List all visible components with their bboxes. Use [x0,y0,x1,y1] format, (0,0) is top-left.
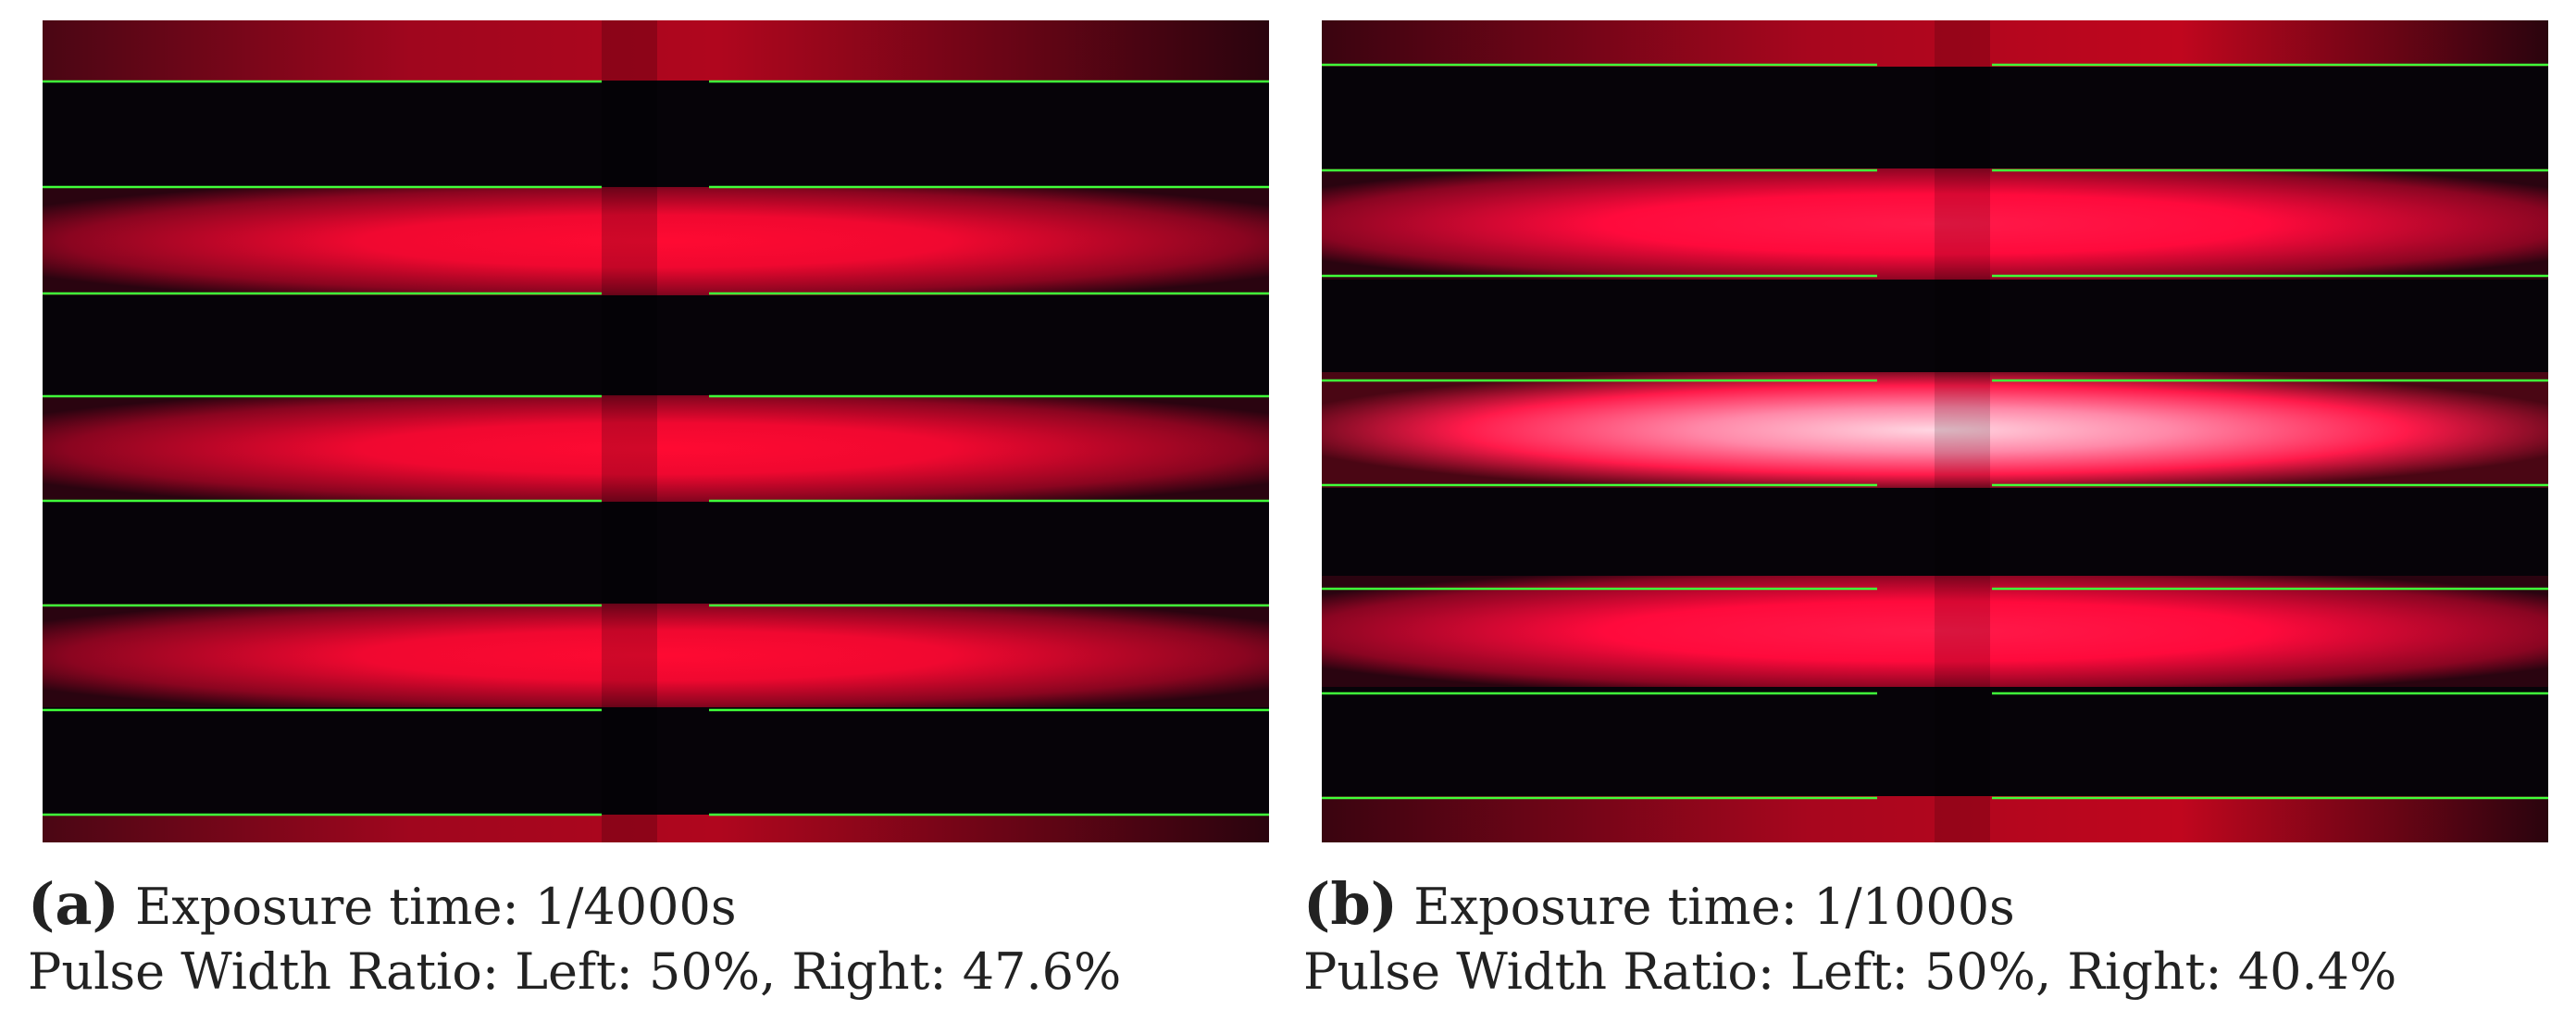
photo-b-image [1322,20,2548,842]
caption-a-pulse-ratio: Pulse Width Ratio: Left: 50%, Right: 47.… [28,942,1122,1001]
caption-b-tag: (b) [1303,870,1399,938]
exposure-photo-b [1322,20,2548,842]
photo-a-image [43,20,1269,842]
exposure-photo-a [43,20,1269,842]
caption-a-tag: (a) [28,870,119,938]
caption-b: (b) Exposure time: 1/1000s Pulse Width R… [1303,872,2396,1004]
caption-a-exposure: Exposure time: 1/4000s [135,878,737,936]
caption-b-pulse-ratio: Pulse Width Ratio: Left: 50%, Right: 40.… [1303,942,2397,1001]
caption-b-exposure: Exposure time: 1/1000s [1413,878,2015,936]
caption-a: (a) Exposure time: 1/4000s Pulse Width R… [28,872,1121,1004]
